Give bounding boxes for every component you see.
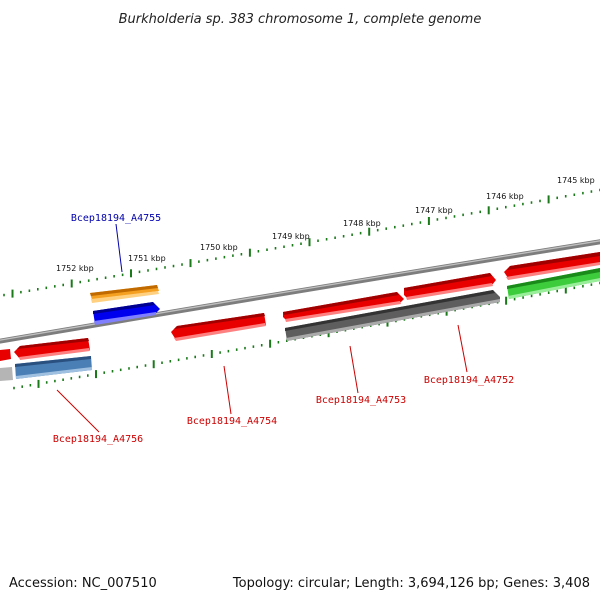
gene-gray-a4753[interactable] <box>285 290 500 341</box>
callout-line-a4756 <box>56 389 100 433</box>
map-title: Burkholderia sp. 383 chromosome 1, compl… <box>119 12 482 27</box>
genome-summary-text: Topology: circular; Length: 3,694,126 bp… <box>232 576 590 591</box>
gene-label-a4753[interactable]: Bcep18194_A4753 <box>316 395 406 406</box>
gene-steel-a4756[interactable] <box>15 356 92 379</box>
gene-orange-a4755[interactable] <box>90 285 159 303</box>
outer-ruler-ticks <box>3 188 600 298</box>
callout-line-a4753 <box>349 345 359 394</box>
ruler-label-1748: 1748 kbp <box>343 219 381 228</box>
ruler-label-1750: 1750 kbp <box>200 243 238 252</box>
gene-label-a4754[interactable]: Bcep18194_A4754 <box>187 416 277 427</box>
callout-line-a4754 <box>223 365 232 415</box>
ruler-label-1747: 1747 kbp <box>415 206 453 215</box>
gene-red-4753-upper[interactable] <box>283 292 404 322</box>
gene-label-a4756[interactable]: Bcep18194_A4756 <box>53 434 143 445</box>
ruler-label-1752: 1752 kbp <box>56 264 94 273</box>
chromosome-backbone <box>0 239 600 344</box>
gene-lightgray-left[interactable] <box>0 367 13 381</box>
ruler-label-1746: 1746 kbp <box>486 192 524 201</box>
callout-line-a4752 <box>457 324 468 373</box>
gene-label-a4755[interactable]: Bcep18194_A4755 <box>71 213 161 224</box>
callout-line-a4755 <box>115 223 123 273</box>
gene-red-a4754[interactable] <box>171 313 266 341</box>
ruler-label-1751: 1751 kbp <box>128 254 166 263</box>
gene-red-4752-upper[interactable] <box>404 273 496 300</box>
gene-red-left-edge[interactable] <box>0 338 90 361</box>
gene-blue-a4755[interactable] <box>93 302 160 325</box>
gene-green-right[interactable] <box>507 268 600 299</box>
gene-red-far-right[interactable] <box>504 252 600 280</box>
gene-label-a4752[interactable]: Bcep18194_A4752 <box>424 375 514 386</box>
accession-text: Accession: NC_007510 <box>9 576 157 591</box>
ruler-label-1749: 1749 kbp <box>272 232 310 241</box>
ruler-label-1745: 1745 kbp <box>557 176 595 185</box>
